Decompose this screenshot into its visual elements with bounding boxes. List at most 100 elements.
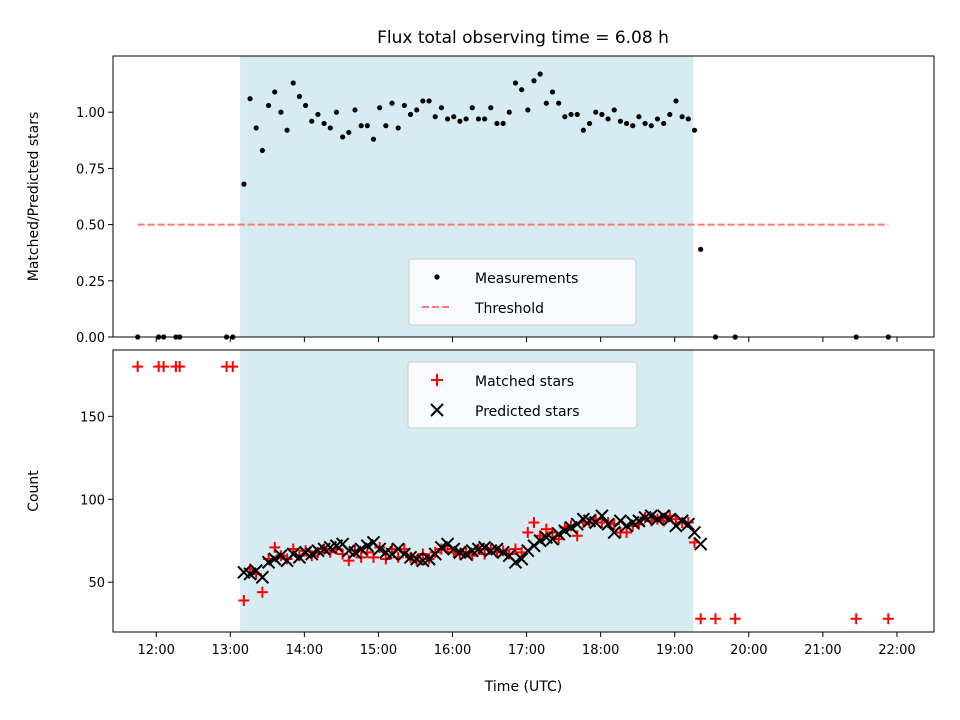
measurement-point bbox=[500, 120, 506, 127]
predicted-stars-point bbox=[607, 525, 621, 540]
matched-stars-point bbox=[158, 361, 170, 373]
x-tick-label: 14:00 bbox=[286, 643, 323, 658]
x-tick-label: 20:00 bbox=[730, 643, 767, 658]
x-tick-label: 17:00 bbox=[508, 643, 545, 658]
count-y-tick-label: 50 bbox=[88, 576, 105, 591]
predicted-stars-point bbox=[459, 547, 473, 561]
predicted-stars-point bbox=[564, 520, 578, 535]
measurement-point bbox=[432, 114, 438, 120]
measurement-point bbox=[383, 123, 389, 129]
matched-stars-point bbox=[269, 541, 281, 553]
predicted-stars-legend-label: Predicted stars bbox=[475, 404, 580, 420]
measurement-point bbox=[278, 109, 284, 115]
measurement-point bbox=[630, 123, 636, 129]
measurement-point bbox=[574, 111, 580, 118]
measurement-point bbox=[537, 71, 543, 77]
predicted-stars-point bbox=[508, 555, 523, 570]
measurement-point bbox=[309, 118, 315, 124]
ratio-y-tick-label: 0.00 bbox=[76, 331, 105, 346]
measurement-point bbox=[290, 80, 296, 86]
measurement-point bbox=[648, 123, 654, 129]
ratio-y-tick-label: 0.25 bbox=[76, 275, 105, 290]
predicted-stars-point bbox=[619, 519, 634, 533]
predicted-stars-point bbox=[268, 552, 282, 566]
matched-stars-point bbox=[729, 613, 741, 625]
ratio-y-axis-label: Matched/Predicted stars bbox=[26, 112, 42, 282]
chart-title: Flux total observing time = 6.08 h bbox=[377, 28, 669, 48]
threshold-legend-label: Threshold bbox=[474, 301, 544, 317]
matched-stars-point bbox=[882, 613, 894, 625]
measurement-point bbox=[395, 125, 401, 131]
predicted-stars-point bbox=[255, 570, 270, 584]
predicted-stars-legend-marker bbox=[430, 403, 444, 417]
measurement-point bbox=[679, 114, 685, 120]
measurement-point bbox=[389, 100, 395, 106]
measurement-point bbox=[302, 102, 309, 109]
count-y-tick-label: 150 bbox=[80, 410, 105, 425]
x-tick-label: 19:00 bbox=[656, 643, 693, 658]
count-axes-frame bbox=[112, 349, 935, 633]
count-legend-box bbox=[407, 361, 638, 429]
measurement-point bbox=[506, 109, 512, 115]
measurement-point bbox=[617, 118, 624, 124]
measurement-point bbox=[346, 129, 352, 136]
predicted-stars-point bbox=[650, 512, 665, 526]
ratio-y-tick-label: 0.50 bbox=[76, 219, 105, 234]
measurement-point bbox=[482, 116, 488, 122]
measurement-point bbox=[457, 118, 463, 124]
measurement-point bbox=[525, 107, 531, 113]
measurement-point bbox=[475, 116, 482, 122]
measurement-point bbox=[494, 120, 500, 127]
x-tick-label: 22:00 bbox=[878, 643, 915, 658]
predicted-stars-point bbox=[348, 545, 362, 560]
measurement-point bbox=[420, 98, 426, 104]
measurement-point bbox=[247, 96, 253, 102]
predicted-stars-point bbox=[558, 524, 572, 538]
ratio-legend-box bbox=[408, 258, 637, 326]
ratio-panel: 0.00 0.25 0.50 0.75 1.00 Matched/Predicted st… bbox=[26, 55, 935, 346]
ratio-y-tick-label: 0.75 bbox=[76, 162, 105, 177]
measurement-point bbox=[340, 134, 346, 140]
matched-stars-point bbox=[695, 613, 707, 625]
measurement-point bbox=[469, 105, 475, 111]
measurement-point bbox=[623, 120, 630, 127]
measurement-point bbox=[698, 246, 704, 252]
count-legend: Matched stars Predicted stars bbox=[407, 361, 638, 429]
matched-stars-point bbox=[367, 551, 379, 563]
predicted-stars-point bbox=[354, 542, 368, 556]
x-tick-label: 21:00 bbox=[804, 643, 841, 658]
x-tick-label: 16:00 bbox=[434, 643, 471, 658]
measurement-point bbox=[661, 120, 667, 127]
measurement-point bbox=[414, 107, 420, 113]
predicted-stars-point bbox=[675, 514, 689, 528]
measurement-point bbox=[364, 123, 370, 129]
x-tick-label: 15:00 bbox=[360, 643, 397, 658]
matched-stars-point bbox=[571, 530, 583, 542]
measurement-point bbox=[685, 116, 691, 122]
x-tick-label: 13:00 bbox=[212, 643, 249, 658]
measurement-point bbox=[321, 120, 327, 127]
matched-stars-legend-label: Matched stars bbox=[475, 374, 574, 390]
measurement-point bbox=[654, 116, 661, 122]
measurement-point bbox=[531, 78, 537, 84]
measurement-point bbox=[580, 127, 586, 133]
matched-stars-point bbox=[709, 613, 721, 625]
ratio-legend: Measurements Threshold bbox=[408, 258, 637, 326]
matched-stars-legend-marker bbox=[431, 374, 443, 386]
measurement-point bbox=[358, 123, 364, 129]
x-tick-label: 18:00 bbox=[582, 643, 619, 658]
measurement-point bbox=[315, 111, 321, 118]
measurement-point bbox=[327, 125, 333, 131]
matched-stars-point bbox=[621, 526, 633, 538]
measurement-point bbox=[253, 125, 259, 131]
measurement-point bbox=[642, 120, 648, 127]
measurement-point bbox=[611, 107, 617, 113]
count-y-axis-label: Count bbox=[26, 470, 42, 512]
measurements-legend-label: Measurements bbox=[475, 271, 578, 287]
predicted-stars-point bbox=[397, 547, 412, 561]
measurement-point bbox=[691, 127, 698, 133]
x-tick-label: 12:00 bbox=[137, 643, 174, 658]
predicted-stars-point bbox=[434, 540, 449, 555]
predicted-stars-point bbox=[372, 542, 387, 556]
